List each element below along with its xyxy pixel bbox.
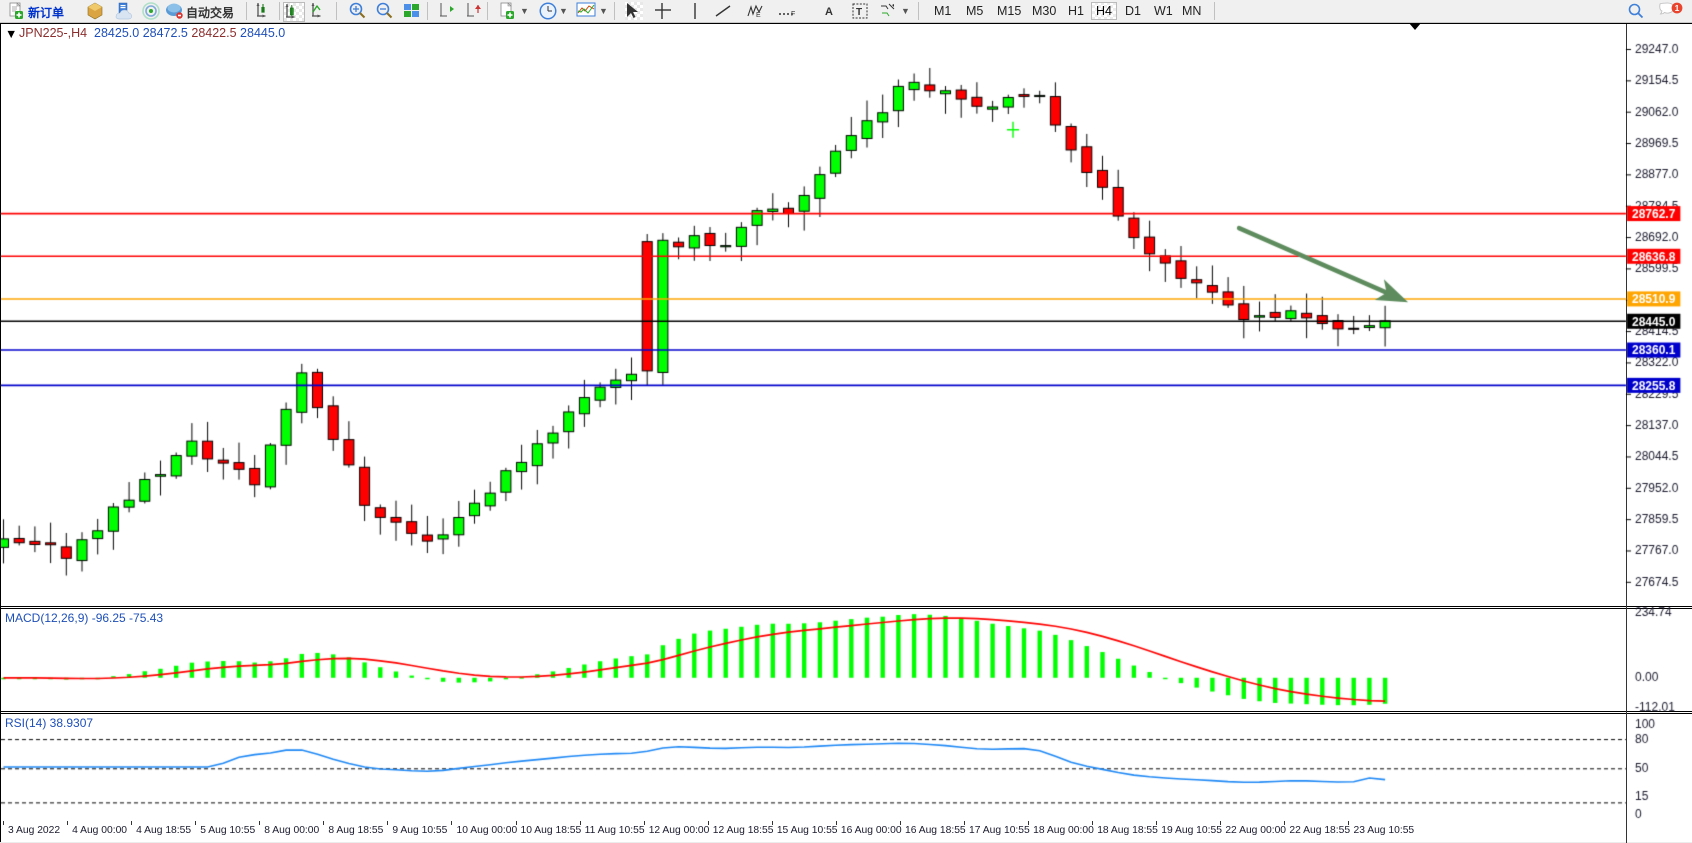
svg-text:A: A xyxy=(825,6,833,18)
svg-text:F: F xyxy=(791,11,795,16)
svg-text:1: 1 xyxy=(1675,3,1680,13)
svg-text:T: T xyxy=(856,7,862,18)
svg-text:E: E xyxy=(756,12,761,17)
